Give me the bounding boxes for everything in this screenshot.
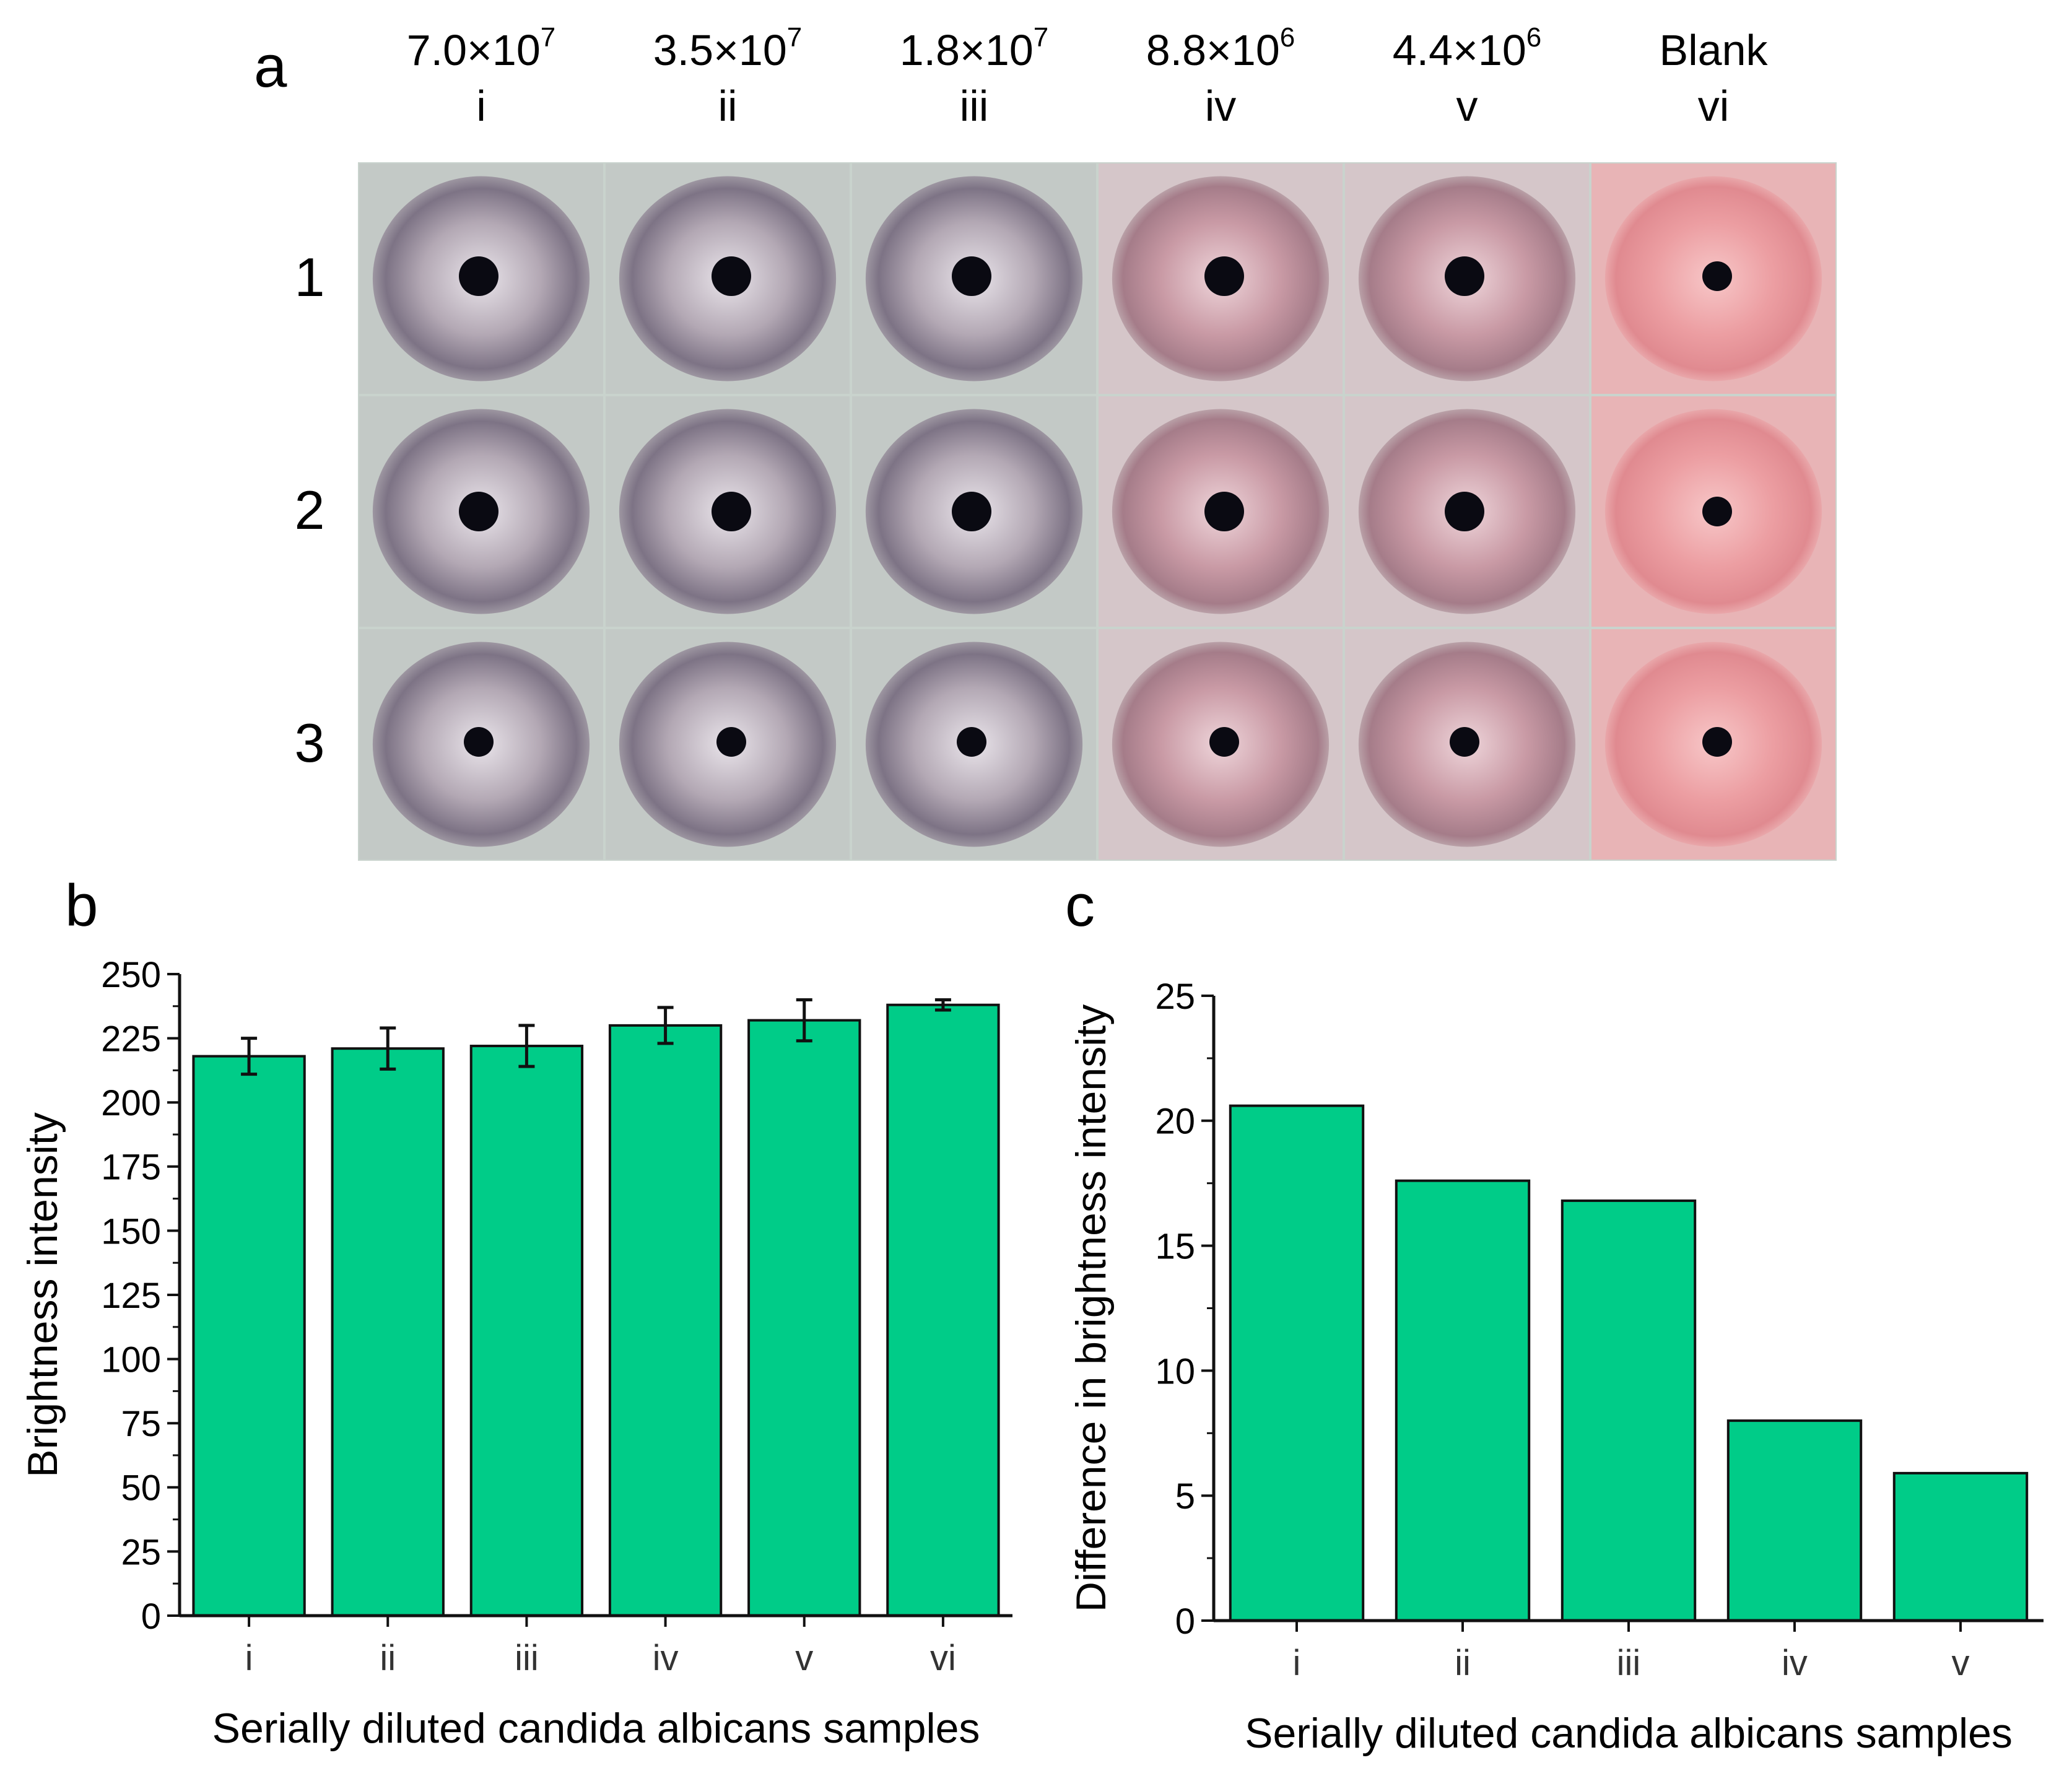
y-tick-label: 200	[101, 1083, 161, 1123]
sample-center-dot	[1204, 492, 1244, 531]
bar	[608, 1024, 723, 1617]
y-tick-label: 225	[101, 1019, 161, 1059]
column-header-concentration: 4.4×106	[1393, 22, 1542, 74]
column-header-roman: i	[476, 82, 486, 130]
sample-center-dot	[464, 727, 494, 757]
concentration-exponent: 7	[1034, 22, 1048, 53]
panel-label-a: a	[254, 33, 287, 100]
y-tick-label: 150	[101, 1211, 161, 1252]
sample-center-dot	[1445, 492, 1484, 531]
column-header-concentration: 1.8×107	[900, 22, 1049, 74]
x-tick-label: i	[1293, 1643, 1301, 1683]
y-tick-label: 0	[1175, 1601, 1195, 1642]
x-tick-label: i	[245, 1638, 253, 1678]
row-label: 2	[295, 479, 325, 541]
y-tick-label: 75	[121, 1404, 161, 1444]
bar	[1561, 1199, 1697, 1622]
x-tick-label: iv	[1782, 1643, 1808, 1683]
y-tick-label: 5	[1175, 1476, 1195, 1517]
column-header-concentration: Blank	[1659, 26, 1768, 74]
sample-center-dot	[716, 727, 746, 757]
row-label: 1	[295, 246, 325, 308]
concentration-exponent: 6	[1280, 22, 1295, 53]
bar	[1892, 1471, 2029, 1622]
photo-grid-background	[358, 162, 1837, 861]
column-header-concentration: 7.0×107	[407, 22, 556, 74]
panel-a: a 7.0×107 i 3.5×107 ii 1.8×107 iii 8.8×106 iv 4.…	[254, 22, 1837, 861]
sample-center-dot	[1702, 497, 1732, 526]
sample-center-dot	[1702, 261, 1732, 291]
column-header-roman: iv	[1205, 82, 1237, 130]
y-tick-label: 20	[1155, 1102, 1195, 1142]
concentration-exponent: 7	[787, 22, 802, 53]
column-header-concentration: 8.8×106	[1146, 22, 1295, 74]
sample-center-dot	[712, 256, 751, 296]
x-tick-label: vi	[930, 1638, 956, 1678]
sample-center-dot	[957, 727, 986, 757]
row-labels: 1 2 3	[295, 246, 325, 773]
column-header-roman: vi	[1698, 82, 1730, 130]
bar	[1726, 1419, 1863, 1622]
sample-center-dot	[1702, 727, 1732, 757]
column-header-roman: v	[1456, 82, 1478, 130]
sample-center-dot	[712, 492, 751, 531]
sample-center-dot	[1445, 256, 1484, 296]
column-header-roman: ii	[718, 82, 737, 130]
sample-center-dot	[1204, 256, 1244, 296]
concentration-exponent: 7	[541, 22, 555, 53]
y-tick-label: 0	[141, 1596, 161, 1637]
x-axis-title: Serially diluted candida albicans sample…	[212, 1705, 980, 1752]
bar	[886, 1003, 1000, 1617]
x-tick-label: iv	[653, 1638, 679, 1678]
bar	[1229, 1104, 1365, 1622]
sample-center-dot	[952, 256, 991, 296]
x-tick-label: v	[795, 1638, 813, 1678]
x-tick-label: v	[1952, 1643, 1970, 1683]
concentration-exponent: 6	[1526, 22, 1541, 53]
y-tick-label: 50	[121, 1468, 161, 1509]
bar	[469, 1045, 584, 1617]
sample-center-dot	[459, 492, 498, 531]
bar	[331, 1047, 445, 1617]
bar	[1395, 1179, 1531, 1622]
y-axis-title: Brightness intensity	[19, 1112, 66, 1478]
sample-center-dot	[1450, 727, 1479, 757]
panel-label-b: b	[65, 873, 98, 939]
x-tick-label: ii	[1455, 1643, 1471, 1683]
y-tick-label: 125	[101, 1276, 161, 1316]
y-tick-label: 15	[1155, 1226, 1195, 1266]
photo-grid	[358, 162, 1837, 861]
panel-label-c: c	[1065, 873, 1095, 939]
sample-center-dot	[1209, 727, 1239, 757]
y-tick-label: 250	[101, 955, 161, 995]
y-axis-title: Difference in brightness intensity	[1068, 1004, 1115, 1612]
y-tick-label: 25	[1155, 977, 1195, 1017]
y-tick-label: 10	[1155, 1351, 1195, 1391]
row-label: 3	[295, 712, 325, 773]
bar	[747, 1019, 861, 1618]
sample-center-dot	[952, 492, 991, 531]
x-tick-label: iii	[515, 1638, 539, 1678]
sample-center-dot	[459, 256, 498, 296]
bar	[192, 1055, 306, 1618]
column-header-roman: iii	[960, 82, 989, 130]
x-tick-label: iii	[1617, 1643, 1641, 1683]
y-tick-label: 175	[101, 1147, 161, 1188]
y-tick-label: 25	[121, 1532, 161, 1572]
column-header-concentration: 3.5×107	[653, 22, 803, 74]
x-axis-title: Serially diluted candida albicans sample…	[1245, 1710, 2013, 1757]
x-tick-label: ii	[380, 1638, 396, 1678]
y-tick-label: 100	[101, 1339, 161, 1380]
column-headers: 7.0×107 i 3.5×107 ii 1.8×107 iii 8.8×106 iv 4.4×…	[407, 22, 1769, 130]
